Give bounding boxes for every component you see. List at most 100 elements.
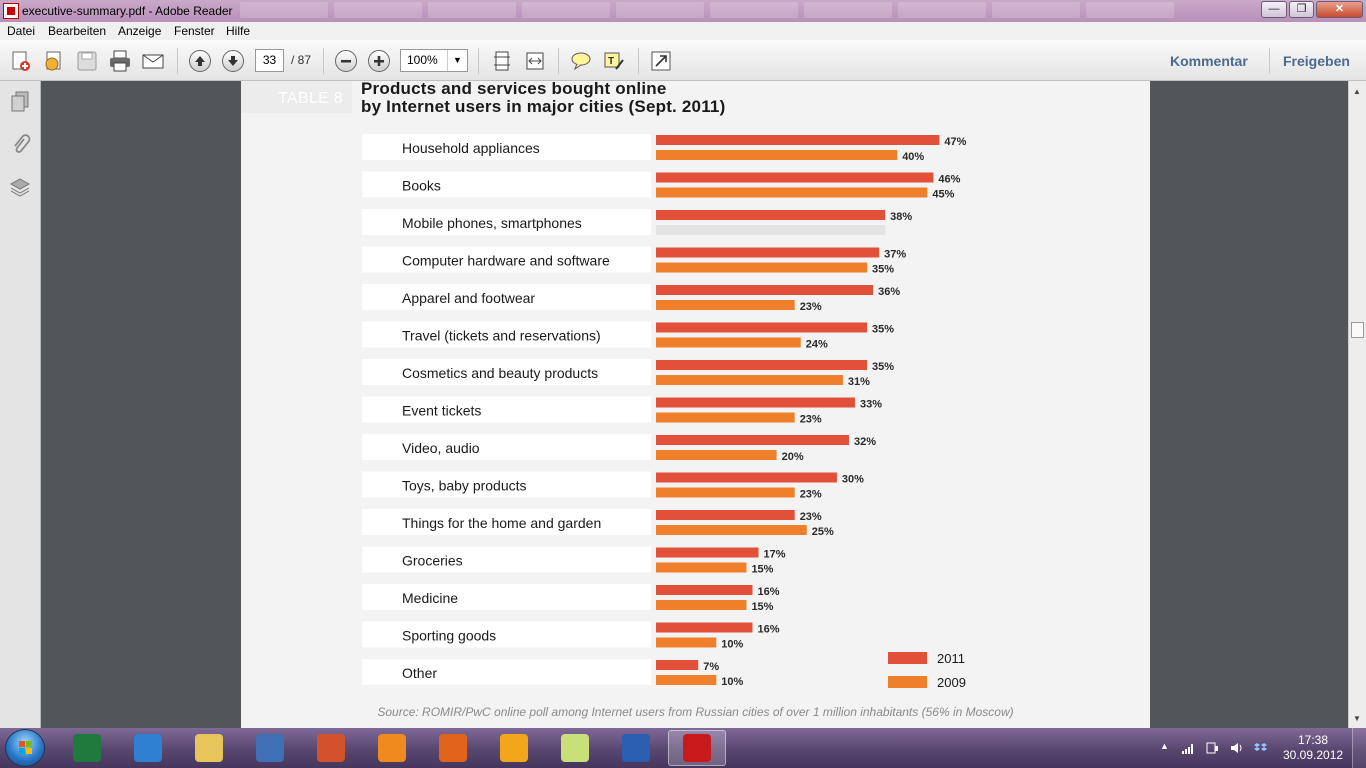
taskbar-app-internet-explorer[interactable] (119, 730, 177, 766)
comment-bubble-icon (571, 52, 591, 71)
comment-pane-button[interactable]: Kommentar (1170, 53, 1248, 69)
powerpoint-icon (317, 734, 345, 762)
envelope-icon (142, 54, 164, 69)
data-label-2011: 16% (757, 624, 779, 636)
layers-button[interactable] (8, 175, 32, 199)
bar-2009 (656, 412, 795, 423)
close-button[interactable]: ✕ (1316, 1, 1363, 18)
device-icon[interactable] (1206, 742, 1219, 754)
sticky-note-button[interactable] (568, 48, 594, 74)
network-signal-icon[interactable] (1182, 742, 1195, 754)
chevron-down-icon[interactable]: ▼ (447, 50, 467, 71)
bar-2011 (656, 510, 795, 520)
minus-icon (341, 60, 351, 63)
scroll-down-arrow-icon[interactable]: ▼ (1353, 714, 1361, 723)
print-button[interactable] (107, 48, 133, 74)
bar-2011 (656, 172, 934, 183)
arrow-down-icon (228, 56, 238, 66)
share-pane-button[interactable]: Freigeben (1283, 53, 1350, 69)
vertical-scrollbar[interactable]: ▲ ▼ (1348, 81, 1366, 728)
clock[interactable]: 17:38 30.09.2012 (1283, 733, 1343, 763)
menu-anzeige[interactable]: Anzeige (118, 24, 162, 38)
menu-bearbeiten[interactable]: Bearbeiten (48, 24, 107, 38)
taskbar-app-adobe-reader[interactable] (668, 730, 726, 766)
taskbar-app-powerpoint[interactable] (302, 730, 360, 766)
category-label: Sporting goods (402, 628, 496, 644)
taskbar-app-paint[interactable] (241, 730, 299, 766)
show-desktop-button[interactable] (1352, 728, 1366, 768)
taskbar-app-firefox[interactable] (424, 730, 482, 766)
fit-page-button[interactable] (489, 48, 515, 74)
menu-fenster[interactable]: Fenster (174, 24, 215, 38)
pdf-page: TABLE 8 Products and services bought onl… (241, 80, 1150, 728)
taskbar-app-media-player[interactable] (363, 730, 421, 766)
bar-2009 (656, 375, 843, 385)
zoom-out-button[interactable] (333, 48, 359, 74)
word-icon (622, 734, 650, 762)
data-label-2011: 36% (878, 286, 900, 298)
bar-2011 (656, 585, 753, 595)
next-page-button[interactable] (220, 48, 246, 74)
table-tag-label: TABLE 8 (278, 90, 343, 107)
create-pdf-button[interactable] (8, 48, 34, 74)
bar-2011 (656, 210, 886, 220)
page-number-input[interactable]: 33 (255, 49, 284, 72)
table-tag: TABLE 8 (241, 81, 352, 113)
fullscreen-button[interactable] (648, 48, 674, 74)
data-label-2009: 15% (751, 601, 773, 613)
taskbar-app-excel[interactable] (58, 730, 116, 766)
file-explorer-icon (195, 734, 223, 762)
highlight-text-button[interactable]: T (601, 48, 627, 74)
maximize-button[interactable]: ❐ (1289, 1, 1314, 18)
adobe-reader-icon (683, 734, 711, 762)
data-label-2011: 7% (703, 661, 719, 673)
scroll-up-arrow-icon[interactable]: ▲ (1353, 87, 1361, 96)
bar-2009 (656, 150, 898, 160)
category-label-box (362, 171, 651, 198)
bar-2009 (656, 487, 795, 498)
legend-label-2009: 2009 (937, 675, 966, 690)
menu-hilfe[interactable]: Hilfe (226, 24, 251, 38)
category-label-box (362, 621, 651, 648)
zoom-value: 100% (407, 53, 438, 67)
attachments-button[interactable] (8, 132, 32, 156)
email-button[interactable] (140, 48, 166, 74)
menu-bar: Datei Bearbeiten Anzeige Fenster Hilfe (0, 22, 1366, 40)
category-label: Other (402, 665, 437, 681)
bar-2011 (656, 660, 699, 670)
legend-swatch-2011 (888, 652, 927, 664)
start-button[interactable] (5, 729, 45, 767)
taskbar-app-sticky-notes[interactable] (546, 730, 604, 766)
category-label: Video, audio (402, 440, 480, 456)
previous-page-button[interactable] (187, 48, 213, 74)
zoom-select[interactable]: 100% ▼ (400, 49, 468, 72)
system-tray: ▲ (1150, 728, 1366, 768)
category-label-box (362, 434, 651, 460)
dropbox-icon[interactable] (1254, 742, 1267, 754)
category-label: Household appliances (402, 140, 540, 156)
taskbar-app-outlook[interactable] (485, 730, 543, 766)
taskbar-app-file-explorer[interactable] (180, 730, 238, 766)
bar-2009 (656, 262, 868, 273)
svg-text:T: T (608, 56, 614, 67)
menu-datei[interactable]: Datei (7, 24, 36, 38)
category-label-box (362, 546, 651, 573)
taskbar-app-word[interactable] (607, 730, 665, 766)
show-hidden-icons-icon[interactable]: ▲ (1160, 741, 1169, 751)
bar-chart: Household appliances 47% 40% Books 46% 45% Mob… (362, 134, 967, 690)
minimize-button[interactable]: — (1261, 1, 1287, 18)
bar-2009 (656, 450, 777, 460)
page-thumbnails-button[interactable] (8, 89, 32, 113)
category-label: Toys, baby products (402, 478, 527, 494)
scrollbar-thumb[interactable] (1351, 322, 1364, 338)
edit-pdf-button[interactable] (41, 48, 67, 74)
save-button[interactable] (74, 48, 100, 74)
toolbar: T (0, 40, 1366, 81)
outlook-icon (500, 734, 528, 762)
zoom-in-button[interactable] (366, 48, 392, 74)
category-label-box (362, 659, 651, 685)
volume-icon[interactable] (1230, 742, 1243, 754)
bar-2011 (656, 435, 849, 445)
fit-width-button[interactable] (522, 48, 548, 74)
chart-title-line-2: by Internet users in major cities (Sept.… (361, 97, 726, 116)
